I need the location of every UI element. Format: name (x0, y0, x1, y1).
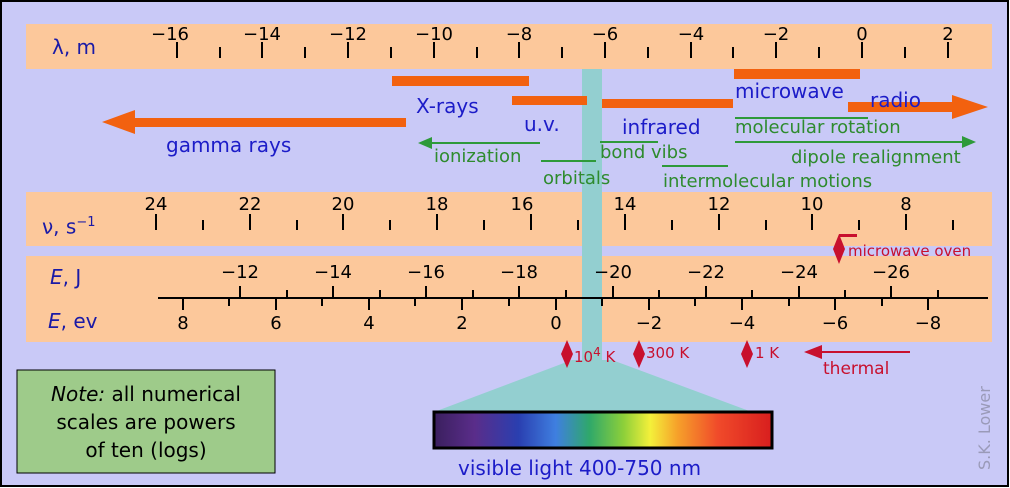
region-bars (102, 69, 988, 134)
wavelength-tick-label: −12 (329, 24, 367, 45)
wavelength-tick-label: −16 (151, 24, 189, 45)
infrared-label: infrared (622, 115, 701, 139)
gamma-arrow (102, 110, 406, 134)
energy-ev-tick-label: −4 (728, 313, 756, 334)
t300k-label: 300 K (646, 344, 690, 362)
microwave-label: microwave (735, 79, 844, 103)
uv-label: u.v. (524, 112, 560, 136)
wavelength-axis-label: λ, m (52, 35, 97, 59)
t10k-label: 104 K (574, 346, 615, 365)
energy-axis-line (158, 286, 988, 310)
frequency-label-exp: −1 (76, 215, 96, 230)
red-markers (561, 234, 910, 368)
energy-j-tick-label: −22 (687, 262, 725, 283)
energy-j-tick-label: −20 (594, 262, 632, 283)
note-italic: Note: (51, 382, 106, 406)
energy-ev-axis-label: E, ev (48, 309, 98, 333)
energy-j-axis-label: E, J (50, 265, 82, 289)
energy-j-tick-label: −24 (780, 262, 818, 283)
visible-strip (582, 69, 602, 369)
frequency-tick-label: 22 (238, 194, 262, 215)
microwave-oven-flag (839, 234, 857, 237)
energy-j-tick-label: −18 (500, 262, 538, 283)
energy-j-unit: , J (62, 265, 82, 289)
wavelength-band (26, 24, 992, 69)
energy-j-tick-label: −14 (314, 262, 352, 283)
marker-10k4 (561, 340, 573, 368)
xray-bar (392, 76, 529, 86)
energy-j-tick-label: −16 (407, 262, 445, 283)
effect-lines (428, 117, 964, 167)
gamma-rays-label: gamma rays (166, 133, 292, 157)
energy-ev-tick-label: 6 (270, 313, 282, 334)
frequency-tick-label: 24 (144, 194, 168, 215)
thermal-line (822, 351, 910, 353)
uv-bar (512, 96, 587, 105)
microwave-oven-label: microwave oven (848, 242, 972, 260)
visible-light-label: visible light 400-750 nm (458, 456, 702, 480)
note-line3: of ten (logs) (85, 438, 207, 462)
thermal-arrowhead (804, 345, 822, 359)
wavelength-tick-label: −14 (243, 24, 281, 45)
thermal-label: thermal (823, 359, 890, 379)
marker-300k (633, 340, 645, 368)
energy-ev-tick-label: 0 (550, 313, 562, 334)
bond-vibs-label: bond vibs (600, 142, 688, 163)
ionization-arrowhead (418, 137, 432, 149)
visible-cone (434, 360, 752, 412)
energy-ev-tick-label: −8 (914, 313, 942, 334)
wavelength-tick-label: −2 (762, 24, 790, 45)
frequency-band (26, 192, 992, 246)
frequency-tick-label: 10 (800, 194, 824, 215)
dipole-arrowhead (962, 136, 976, 148)
frequency-axis-label: ν, s−1 (42, 216, 95, 237)
intermolecular-label: intermolecular motions (663, 171, 873, 192)
energy-j-tick-label: −26 (872, 262, 910, 283)
dipole-realignment-label: dipole realignment (791, 147, 961, 168)
energy-j-tick-label: −12 (221, 262, 259, 283)
t1k-label: 1 K (755, 344, 780, 362)
note-box (16, 369, 276, 474)
xrays-label: X-rays (416, 94, 479, 118)
frequency-label-base: ν, s (42, 214, 77, 239)
radio-label: radio (870, 88, 921, 112)
frequency-tick-label: 12 (707, 194, 731, 215)
frequency-tick-label: 18 (425, 194, 449, 215)
note-line2: scales are powers (56, 410, 236, 434)
wavelength-tick-label: −10 (415, 24, 453, 45)
energy-ev-tick-label: 2 (456, 313, 468, 334)
energy-ev-tick-label: 4 (363, 313, 375, 334)
frequency-tick-label: 8 (900, 194, 912, 215)
wavelength-tick-label: −6 (591, 24, 619, 45)
ionization-label: ionization (434, 146, 522, 167)
t10k-base: 10 (574, 348, 594, 366)
energy-ev-tick-label: −6 (821, 313, 849, 334)
wavelength-tick-label: −4 (677, 24, 705, 45)
visible-spectrum-bar (432, 410, 774, 450)
credit-label: S.K. Lower (975, 386, 994, 470)
radio-arrow (848, 95, 988, 119)
molecular-rotation-label: molecular rotation (735, 117, 901, 138)
t10k-exp: 4 (593, 345, 601, 359)
wavelength-tick-label: −8 (505, 24, 533, 45)
marker-1k (741, 340, 753, 368)
energy-ev-tick-label: −2 (635, 313, 663, 334)
wavelength-tick-label: 0 (856, 24, 868, 45)
frequency-tick-label: 20 (331, 194, 355, 215)
wavelength-tick-marks (176, 42, 949, 58)
t10k-unit: K (605, 348, 616, 366)
note-text: Note: all numerical scales are powers of… (17, 380, 275, 464)
orbitals-label: orbitals (543, 168, 611, 189)
frequency-tick-label: 16 (510, 194, 534, 215)
microwave-bar (734, 69, 860, 79)
infrared-bar (602, 99, 733, 108)
microwave-oven-marker (833, 234, 845, 264)
frequency-tick-marks (155, 214, 954, 230)
wavelength-tick-label: 2 (942, 24, 954, 45)
energy-ev-tick-label: 8 (177, 313, 189, 334)
frequency-tick-label: 14 (613, 194, 637, 215)
note-line1: all numerical (105, 382, 241, 406)
